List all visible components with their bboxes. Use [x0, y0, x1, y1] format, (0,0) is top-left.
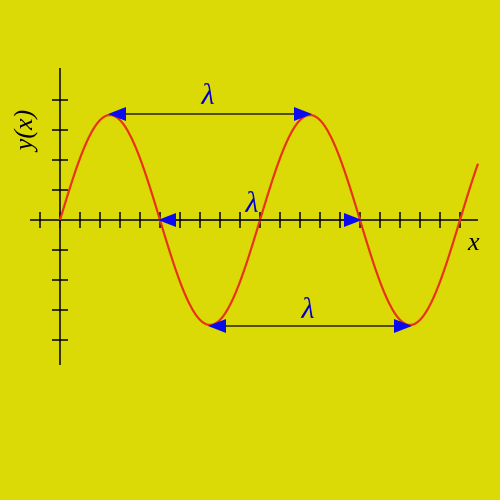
x-axis-label: x	[467, 227, 480, 256]
lambda-label-0: λ	[201, 78, 215, 111]
lambda-label-1: λ	[245, 186, 259, 219]
lambda-label-2: λ	[301, 292, 315, 325]
diagram-svg: λ λ λ y(x) x	[0, 0, 500, 500]
y-axis-label: y(x)	[9, 110, 38, 153]
wavelength-diagram: λ λ λ y(x) x	[0, 0, 500, 500]
